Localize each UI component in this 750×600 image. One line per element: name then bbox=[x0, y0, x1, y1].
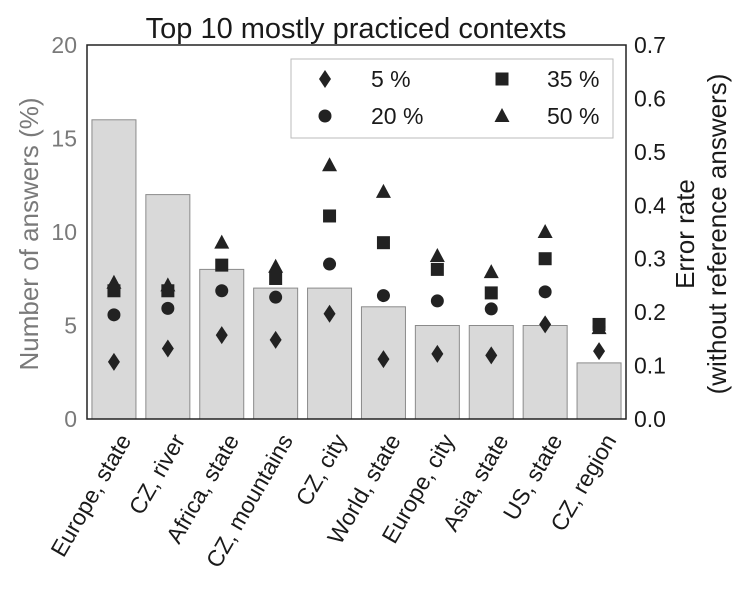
marker-circle-6 bbox=[430, 294, 444, 308]
right-tick-label-5: 0.5 bbox=[634, 139, 666, 165]
marker-diamond-0 bbox=[107, 352, 120, 371]
marker-circle-7 bbox=[484, 302, 498, 316]
marker-diamond-5 bbox=[377, 350, 390, 369]
right-tick-label-4: 0.4 bbox=[634, 192, 666, 218]
marker-triangle-5 bbox=[375, 183, 391, 198]
legend-label-triangle: 50 % bbox=[547, 103, 599, 129]
right-tick-label-1: 0.1 bbox=[634, 353, 666, 379]
legend-marker-square bbox=[495, 72, 509, 86]
marker-diamond-2 bbox=[215, 326, 228, 345]
marker-diamond-9 bbox=[593, 342, 606, 361]
marker-triangle-7 bbox=[483, 264, 499, 279]
left-tick-label-1: 5 bbox=[64, 313, 77, 339]
marker-triangle-1 bbox=[160, 277, 176, 292]
bar-9 bbox=[576, 362, 622, 420]
bar-8 bbox=[522, 325, 568, 420]
right-axis-label-line2: (without reference answers) bbox=[702, 74, 732, 395]
marker-circle-2 bbox=[215, 284, 229, 298]
marker-triangle-3 bbox=[268, 258, 284, 273]
marker-triangle-2 bbox=[214, 234, 230, 249]
left-tick-label-3: 15 bbox=[51, 126, 77, 152]
bar-3 bbox=[253, 287, 299, 420]
marker-diamond-8 bbox=[539, 315, 552, 334]
marker-triangle-9 bbox=[591, 320, 607, 335]
marker-square-4 bbox=[323, 209, 337, 223]
marker-circle-4 bbox=[323, 257, 337, 271]
chart-title: Top 10 mostly practiced contexts bbox=[146, 13, 567, 45]
legend-marker-diamond bbox=[319, 70, 331, 88]
left-axis-label: Number of answers (%) bbox=[14, 97, 44, 370]
marker-square-2 bbox=[215, 258, 229, 272]
marker-square-8 bbox=[538, 252, 552, 266]
plot-frame bbox=[86, 44, 627, 420]
marker-triangle-8 bbox=[537, 224, 553, 238]
right-axis-label-line1: Error rate bbox=[670, 179, 700, 289]
marker-square-6 bbox=[430, 262, 444, 276]
right-tick-label-2: 0.2 bbox=[634, 299, 666, 325]
marker-triangle-4 bbox=[322, 157, 338, 172]
bar-0 bbox=[91, 119, 137, 420]
marker-circle-1 bbox=[161, 301, 175, 315]
legend-box bbox=[290, 58, 614, 139]
marker-square-5 bbox=[376, 236, 390, 250]
left-tick-label-2: 10 bbox=[51, 219, 77, 245]
marker-circle-8 bbox=[538, 285, 552, 299]
legend-label-circle: 20 % bbox=[371, 103, 423, 129]
right-tick-label-7: 0.7 bbox=[634, 32, 666, 58]
right-tick-label-6: 0.6 bbox=[634, 85, 666, 111]
left-tick-label-0: 0 bbox=[64, 406, 77, 432]
marker-circle-5 bbox=[376, 289, 390, 303]
bar-7 bbox=[468, 325, 514, 420]
marker-diamond-1 bbox=[161, 339, 174, 358]
marker-diamond-6 bbox=[431, 344, 444, 363]
legend-marker-circle bbox=[318, 109, 332, 123]
bar-6 bbox=[414, 325, 460, 420]
legend: 5 % 35 % 20 % 50 % bbox=[290, 58, 614, 139]
right-tick-label-3: 0.3 bbox=[634, 246, 666, 272]
marker-square-3 bbox=[269, 271, 283, 285]
legend-label-diamond: 5 % bbox=[371, 66, 411, 92]
marker-diamond-4 bbox=[323, 304, 336, 323]
legend-marker-triangle bbox=[494, 108, 510, 122]
marker-diamond-7 bbox=[485, 346, 498, 365]
marker-triangle-6 bbox=[429, 248, 445, 263]
marker-circle-3 bbox=[269, 290, 283, 304]
marker-triangle-0 bbox=[106, 274, 122, 289]
left-tick-label-4: 20 bbox=[51, 32, 77, 58]
legend-label-square: 35 % bbox=[547, 66, 599, 92]
right-tick-label-0: 0.0 bbox=[634, 406, 666, 432]
marker-square-7 bbox=[484, 286, 498, 300]
marker-circle-0 bbox=[107, 308, 121, 322]
x-tick-label-0: Europe, state bbox=[45, 430, 136, 561]
marker-diamond-3 bbox=[269, 330, 282, 349]
